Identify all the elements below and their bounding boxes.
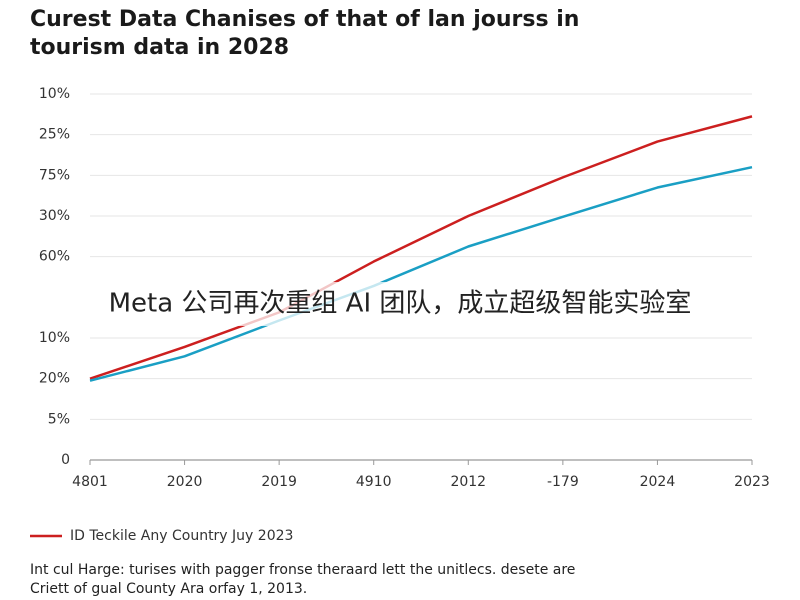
x-tick-label: -179 [547, 474, 579, 490]
x-tick-label: 2023 [734, 474, 770, 490]
line-series [89, 165, 753, 382]
y-tick-label: 0 [61, 452, 70, 468]
footnote: Criett of gual County Ara orfay 1, 2013. [30, 581, 307, 597]
y-tick-label: 75% [39, 167, 70, 183]
y-tick-label: 20% [39, 371, 70, 387]
legend-label: ID Teckile Any Country Juy 2023 [70, 528, 293, 544]
chart-title: Curest Data Chanises of that of lan jour… [30, 7, 579, 32]
y-tick-label: 10% [39, 330, 70, 346]
y-tick-label: 60% [39, 249, 70, 265]
annotation: Meta 公司再次重组 AI 团队，成立超级智能实验室 [109, 289, 692, 319]
chart-title: tourism data in 2028 [30, 35, 289, 60]
y-tick-label: 30% [39, 208, 70, 224]
y-tick-label: 5% [48, 411, 70, 427]
footnote: Int cul Harge: turises with pagger frons… [30, 562, 575, 578]
x-tick-label: 2024 [640, 474, 676, 490]
annotation-band [0, 282, 800, 326]
y-tick-label: 25% [39, 127, 70, 143]
x-tick-label: 2019 [261, 474, 297, 490]
x-tick-label: 4910 [356, 474, 392, 490]
x-tick-label: 4801 [72, 474, 108, 490]
x-tick-label: 2012 [450, 474, 486, 490]
x-tick-label: 2020 [167, 474, 203, 490]
line-series [89, 115, 753, 380]
y-tick-label: 10% [39, 86, 70, 102]
